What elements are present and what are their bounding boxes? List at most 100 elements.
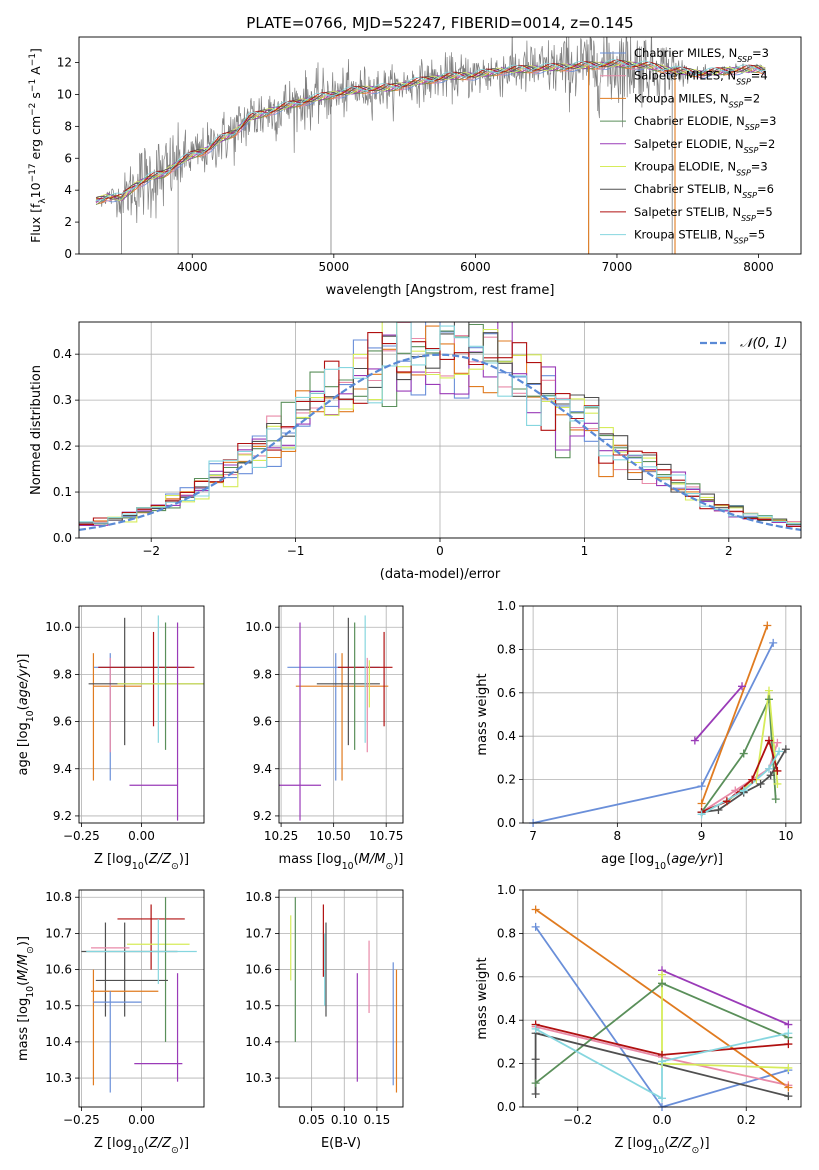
axes-frame — [278, 889, 404, 1108]
y-tick-label: 10.4 — [245, 1035, 272, 1049]
spectrum-legend: Chabrier MILES, NSSP=3 Salpeter MILES, NS… — [600, 46, 776, 245]
x-tick-label: 2 — [725, 544, 733, 558]
legend-label: 𝒩(0, 1) — [740, 336, 787, 351]
weight-marker — [531, 1079, 540, 1088]
weight-marker — [773, 766, 782, 775]
y-tick-label: 4 — [64, 183, 72, 197]
plot-area-age_vs_mass — [279, 606, 403, 823]
x-axis-label: wavelength [Angstrom, rest frame] — [326, 283, 555, 298]
panel-spectrum: 4000 5000 6000 7000 8000 0 2 4 6 8 10 12 Chabrier MI… — [28, 36, 802, 298]
y-tick-label: 0.1 — [53, 485, 72, 499]
panel-residuals: −2 −1 0 1 2 0.0 0.1 0.2 0.3 0.4 𝒩(0, 1) (data-model… — [29, 321, 802, 582]
weight-marker — [756, 779, 765, 788]
axes-frame — [522, 889, 802, 1108]
y-tick-label: 0.6 — [497, 686, 516, 700]
y-tick-label: 10.0 — [245, 620, 272, 634]
y-tick-label: 0.4 — [497, 1013, 516, 1027]
x-axis-label: Z [log10(Z/Z⊙)] — [614, 1136, 709, 1156]
axes-frame — [78, 36, 802, 255]
y-tick-label: 0.0 — [53, 531, 72, 545]
y-tick-label: 0.4 — [53, 347, 72, 361]
y-tick-label: 0.8 — [497, 642, 516, 656]
weight-marker — [784, 1092, 793, 1101]
y-tick-label: 9.2 — [53, 809, 72, 823]
weight-marker — [764, 764, 773, 773]
weight-marker — [784, 1040, 793, 1049]
x-axis-label: age [log10(age/yr)] — [601, 852, 723, 872]
weight-marker — [739, 749, 748, 758]
x-axis-label: E(B-V) — [321, 1136, 361, 1151]
y-tick-label: 0.4 — [497, 729, 516, 743]
y-tick-label: 0.0 — [497, 1100, 516, 1114]
model-spectrum-line — [95, 62, 766, 206]
x-tick-label: 8 — [614, 829, 622, 843]
weight-marker — [775, 747, 784, 756]
x-tick-label: −0.25 — [63, 1113, 100, 1127]
figure-title: PLATE=0766, MJD=52247, FIBERID=0014, z=0… — [246, 14, 633, 32]
y-tick-label: 0.0 — [497, 816, 516, 830]
y-tick-label: 10 — [57, 87, 72, 101]
weight-marker — [738, 682, 747, 691]
y-tick-label: 0.3 — [53, 393, 72, 407]
residual-histogram-step — [79, 322, 801, 527]
legend-label: Kroupa MILES, NSSP=2 — [634, 91, 760, 109]
weight-marker — [531, 1024, 540, 1033]
weight-marker — [784, 1083, 793, 1092]
y-tick-label: 9.2 — [253, 809, 272, 823]
y-tick-label: 6 — [64, 151, 72, 165]
weight-marker — [764, 736, 773, 745]
weight-marker — [739, 786, 748, 795]
weight-series-line — [700, 698, 777, 813]
weight-marker — [531, 905, 540, 914]
y-tick-label: 1.0 — [497, 599, 516, 613]
axes-frame — [522, 605, 802, 824]
legend-label: Chabrier MILES, NSSP=3 — [634, 46, 769, 64]
x-axis-label: mass [log10(M/M⊙)] — [279, 852, 404, 872]
weight-marker — [773, 738, 782, 747]
weight-marker — [781, 745, 790, 754]
legend-label: Salpeter ELODIE, NSSP=2 — [634, 137, 775, 155]
y-tick-label: 9.4 — [53, 762, 72, 776]
y-tick-label: 10.0 — [45, 620, 72, 634]
weight-series-line — [700, 625, 769, 804]
weight-marker — [784, 1063, 793, 1072]
y-tick-label: 0.2 — [53, 439, 72, 453]
normal-curve — [79, 353, 801, 531]
x-tick-label: 0.05 — [298, 1113, 325, 1127]
model-spectrum-line — [95, 59, 766, 200]
legend-label: Kroupa ELODIE, NSSP=3 — [634, 160, 768, 178]
x-tick-label: 7000 — [602, 260, 633, 274]
model-spectrum-line — [95, 59, 766, 201]
panel-age_vs_mass: 10.25 10.50 10.75 9.2 9.4 9.6 9.8 10.0 mass [log… — [245, 605, 404, 872]
legend-label: Salpeter MILES, NSSP=4 — [634, 69, 768, 87]
weight-marker — [690, 736, 699, 745]
weight-marker — [658, 970, 666, 979]
axes-frame — [78, 321, 802, 539]
plot-area-mass_vs_ebv — [279, 890, 403, 1107]
y-tick-label: 10.8 — [45, 890, 72, 904]
model-spectrum-line — [95, 61, 766, 204]
x-tick-label: 9 — [698, 829, 706, 843]
x-tick-label: 0.0 — [652, 1113, 671, 1127]
x-tick-label: 10.75 — [369, 829, 403, 843]
y-tick-label: 9.6 — [53, 715, 72, 729]
x-tick-label: 0 — [436, 544, 444, 558]
weight-marker — [748, 775, 757, 784]
weight-marker — [764, 686, 773, 695]
weight-marker — [531, 922, 540, 931]
x-tick-label: 8000 — [743, 260, 774, 274]
weight-marker — [722, 797, 731, 806]
weight-series-line — [534, 926, 789, 1107]
y-tick-label: 10.7 — [45, 926, 72, 940]
y-tick-label: 10.3 — [45, 1071, 72, 1085]
model-spectrum-line — [95, 62, 766, 203]
weight-marker — [784, 1029, 793, 1038]
y-tick-label: 10.5 — [245, 999, 272, 1013]
y-tick-label: 0.6 — [497, 970, 516, 984]
x-tick-label: 7 — [529, 829, 537, 843]
x-tick-label: 0.10 — [331, 1113, 358, 1127]
axes-frame — [78, 889, 205, 1108]
data-spectrum-line — [95, 37, 766, 224]
